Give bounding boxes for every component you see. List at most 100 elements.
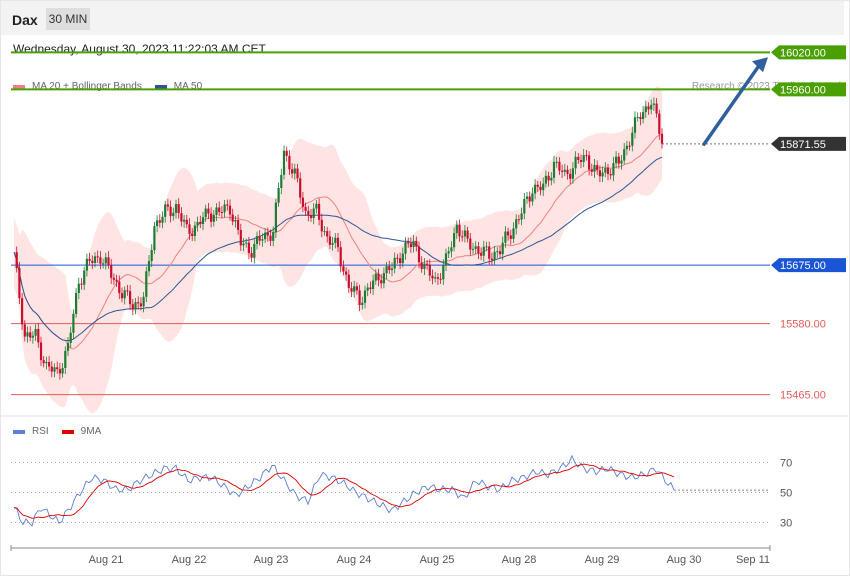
ma20-line: [13, 133, 663, 350]
candle-body: [218, 207, 221, 213]
candle-body: [288, 155, 291, 170]
candle-body: [234, 219, 237, 222]
candle: [174, 199, 178, 219]
ma50-line: [13, 156, 663, 342]
candle-body: [239, 229, 242, 246]
candle: [471, 242, 475, 255]
candle: [507, 227, 510, 241]
candle-body: [612, 163, 615, 176]
candle: [388, 260, 391, 274]
candle-body: [525, 196, 529, 199]
candle: [547, 171, 550, 187]
candle-body: [353, 286, 356, 292]
candle-body: [269, 235, 272, 241]
candle-body: [380, 280, 383, 284]
candle-body: [123, 290, 126, 299]
candle: [26, 326, 29, 343]
timeframe-button[interactable]: 30 MIN: [46, 8, 90, 30]
candle-body: [504, 231, 507, 243]
candle-body: [507, 231, 510, 236]
candle-body: [434, 277, 437, 279]
candle: [417, 241, 421, 269]
candle-body: [382, 273, 385, 284]
symbol-title: Dax: [12, 12, 38, 28]
candle-body: [299, 178, 302, 198]
candle: [301, 191, 304, 213]
candle-body: [404, 242, 407, 254]
candle: [469, 232, 472, 256]
candle-body: [96, 256, 99, 258]
candle: [156, 215, 159, 233]
candle-body: [439, 278, 442, 280]
candle: [455, 220, 458, 240]
candle: [199, 215, 202, 229]
candle-body: [409, 243, 412, 248]
candle-body: [61, 367, 64, 374]
candle: [477, 242, 480, 260]
candle-body: [633, 117, 637, 133]
candle: [231, 208, 234, 226]
candle-body: [461, 236, 464, 238]
candle-body: [512, 228, 515, 239]
candle-body: [180, 213, 183, 222]
candle-body: [372, 280, 375, 289]
candle-body: [110, 264, 113, 278]
candle-body: [547, 175, 550, 181]
candle: [201, 211, 205, 231]
candle: [309, 209, 313, 222]
candle: [112, 273, 115, 285]
candle: [571, 162, 574, 184]
candle-body: [523, 198, 526, 214]
candle-body: [285, 150, 288, 156]
candle-body: [177, 204, 180, 214]
candle-body: [156, 220, 159, 227]
resistance-label: 15960.00: [780, 84, 826, 96]
candle: [180, 207, 183, 227]
candle-body: [563, 169, 566, 172]
candle: [277, 182, 280, 207]
candle-body: [102, 263, 105, 265]
candle-body: [320, 219, 323, 232]
candle: [517, 214, 520, 225]
rsi-tick-label: 70: [780, 458, 792, 470]
candle: [188, 218, 191, 240]
candle-body: [498, 251, 502, 255]
candle-body: [625, 145, 628, 150]
candle-body: [550, 177, 553, 181]
candle: [172, 207, 175, 221]
candle-body: [655, 103, 658, 114]
candle: [485, 241, 488, 252]
candle: [45, 356, 48, 370]
candle: [439, 273, 442, 284]
candle: [228, 199, 232, 221]
candle-body: [191, 233, 194, 236]
candle-body: [544, 175, 547, 184]
candle: [266, 227, 269, 242]
candle-body: [274, 202, 277, 233]
candle-body: [423, 263, 426, 269]
candle: [158, 214, 161, 228]
candle: [577, 153, 580, 164]
candle: [69, 326, 72, 349]
candle-body: [223, 204, 226, 213]
x-tick-label: Aug 22: [172, 554, 207, 566]
candle: [372, 274, 375, 296]
x-tick-label: Aug 30: [667, 554, 702, 566]
candle: [612, 156, 615, 182]
candle: [191, 228, 194, 242]
candle: [639, 112, 642, 126]
candle-body: [85, 258, 88, 271]
candle: [204, 204, 207, 222]
candle: [347, 269, 350, 294]
candle-body: [258, 236, 261, 241]
candle: [423, 258, 426, 275]
candle: [345, 267, 348, 281]
candle: [447, 246, 450, 259]
candle: [91, 255, 94, 270]
candle-body: [412, 240, 415, 248]
ma20-swatch: [13, 84, 25, 89]
candle-body: [153, 226, 156, 251]
candle: [490, 252, 493, 266]
candle: [598, 165, 601, 182]
